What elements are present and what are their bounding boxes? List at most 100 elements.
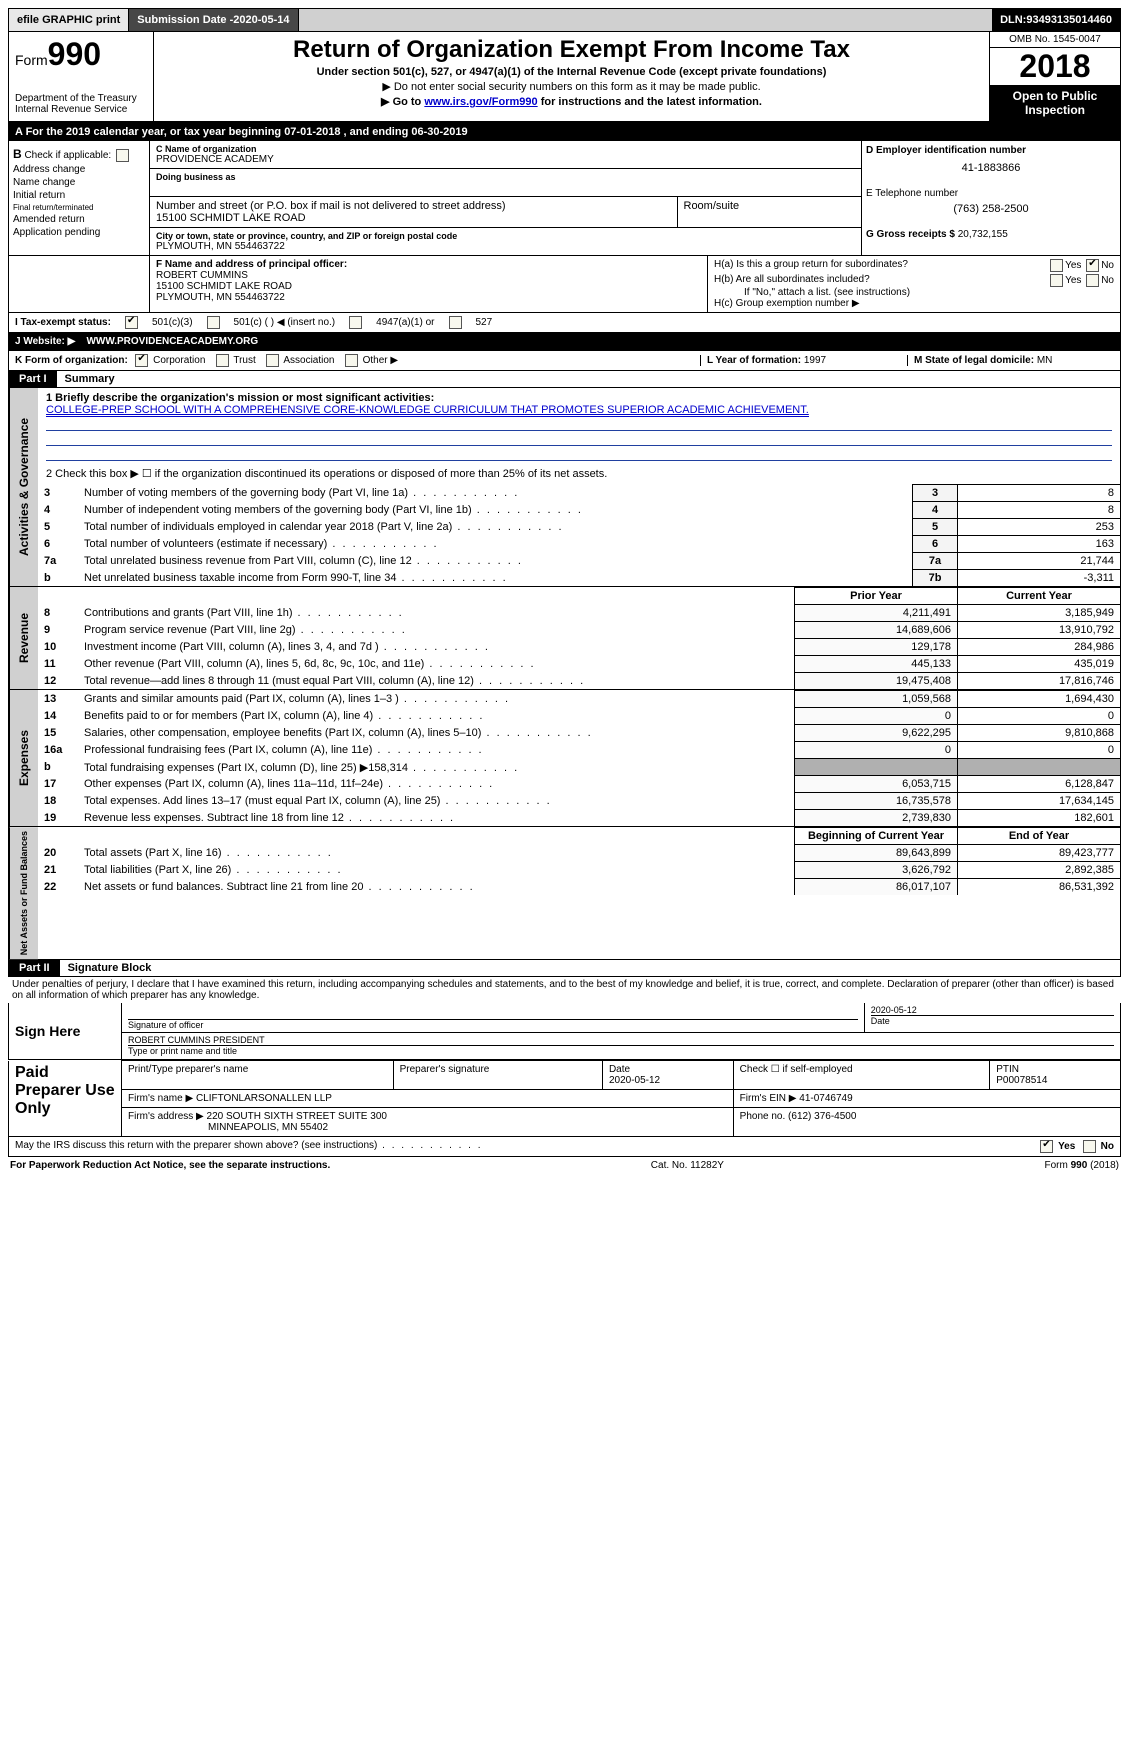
irs-label: Internal Revenue Service — [15, 104, 147, 115]
prep-date-cell: Date2020-05-12 — [602, 1061, 733, 1090]
sign-here-block: Sign Here Signature of officer 2020-05-1… — [8, 1003, 1121, 1060]
prior-year-header: Prior Year — [795, 588, 958, 605]
form-number: Form990 — [15, 36, 147, 73]
form-header: Form990 Department of the Treasury Inter… — [8, 32, 1121, 123]
dba-label: Doing business as — [156, 172, 855, 182]
expenses-side-label: Expenses — [9, 690, 38, 826]
4947-cb[interactable] — [349, 316, 362, 329]
mission-block: 1 Briefly describe the organization's mi… — [38, 388, 1120, 484]
dln-value: 93493135014460 — [1026, 14, 1112, 26]
revenue-side-label: Revenue — [9, 587, 38, 689]
group-return-block: H(a) Is this a group return for subordin… — [707, 256, 1120, 312]
firm-ein-cell: Firm's EIN ▶ 41-0746749 — [733, 1090, 1120, 1108]
firm-phone-cell: Phone no. (612) 376-4500 — [733, 1108, 1120, 1137]
form-title-block: Return of Organization Exempt From Incom… — [154, 32, 989, 121]
527-cb[interactable] — [449, 316, 462, 329]
table-row: bTotal fundraising expenses (Part IX, co… — [38, 759, 1120, 776]
m-label: M State of legal domicile: — [914, 355, 1037, 366]
trust-cb[interactable] — [216, 354, 229, 367]
form-prefix: Form — [15, 52, 48, 68]
prep-sig-header: Preparer's signature — [393, 1061, 602, 1090]
net-assets-section: Net Assets or Fund Balances Beginning of… — [8, 827, 1121, 960]
revenue-section: Revenue Prior Year Current Year 8Contrib… — [8, 587, 1121, 690]
phone-value: (763) 258-2500 — [866, 203, 1116, 215]
ha-no-cb[interactable] — [1086, 259, 1099, 272]
form-subtitle-2: ▶ Do not enter social security numbers o… — [162, 80, 981, 93]
cb-initial-return: Initial return — [13, 190, 145, 201]
501c3-label: 501(c)(3) — [152, 317, 193, 328]
ha-no: No — [1101, 260, 1114, 271]
org-name: PROVIDENCE ACADEMY — [156, 154, 855, 165]
city-value: PLYMOUTH, MN 554463722 — [156, 241, 855, 252]
table-row: 12Total revenue—add lines 8 through 11 (… — [38, 673, 1120, 690]
org-name-address: C Name of organization PROVIDENCE ACADEM… — [150, 141, 862, 255]
501c-cb[interactable] — [207, 316, 220, 329]
ein-value: 41-1883866 — [866, 162, 1116, 174]
table-row: 6Total number of volunteers (estimate if… — [38, 536, 1120, 553]
street-label: Number and street (or P.O. box if mail i… — [156, 200, 671, 212]
corp-label: Corporation — [153, 355, 205, 366]
discuss-yes-cb[interactable] — [1040, 1140, 1053, 1153]
officer-name: ROBERT CUMMINS — [156, 270, 701, 281]
table-row: 17Other expenses (Part IX, column (A), l… — [38, 776, 1120, 793]
table-row: 5Total number of individuals employed in… — [38, 519, 1120, 536]
part2-header-row: Part II Signature Block — [8, 960, 1121, 977]
city-label: City or town, state or province, country… — [156, 231, 855, 241]
table-row: 22Net assets or fund balances. Subtract … — [38, 879, 1120, 896]
hc-label: H(c) Group exemption number ▶ — [714, 298, 1114, 309]
l-label: L Year of formation: — [707, 355, 804, 366]
hb-yes-cb[interactable] — [1050, 274, 1063, 287]
table-row: 16aProfessional fundraising fees (Part I… — [38, 742, 1120, 759]
ha-yes: Yes — [1065, 260, 1081, 271]
governance-section: Activities & Governance 1 Briefly descri… — [8, 388, 1121, 587]
efile-graphic-print[interactable]: efile GRAPHIC print — [9, 9, 129, 31]
hb-no-cb[interactable] — [1086, 274, 1099, 287]
part1-title: Summary — [57, 371, 123, 387]
cb-amended: Amended return — [13, 214, 145, 225]
revenue-table: Prior Year Current Year 8Contributions a… — [38, 587, 1120, 689]
part1-header-row: Part I Summary — [8, 371, 1121, 388]
form-990-number: 990 — [48, 36, 101, 72]
perjury-statement: Under penalties of perjury, I declare th… — [8, 977, 1121, 1003]
4947-label: 4947(a)(1) or — [376, 317, 434, 328]
table-row: 8Contributions and grants (Part VIII, li… — [38, 605, 1120, 622]
discuss-no: No — [1101, 1141, 1114, 1152]
officer-addr2: PLYMOUTH, MN 554463722 — [156, 292, 701, 303]
discuss-no-cb[interactable] — [1083, 1140, 1096, 1153]
assoc-cb[interactable] — [266, 354, 279, 367]
other-cb[interactable] — [345, 354, 358, 367]
cb-final-return: Final return/terminated — [13, 203, 145, 212]
hb-note: If "No," attach a list. (see instruction… — [714, 287, 1114, 298]
discuss-row: May the IRS discuss this return with the… — [8, 1137, 1121, 1157]
ha-label: H(a) Is this a group return for subordin… — [714, 259, 908, 272]
submission-date-value: 2020-05-14 — [233, 14, 289, 26]
ha-yes-cb[interactable] — [1050, 259, 1063, 272]
table-row: 13Grants and similar amounts paid (Part … — [38, 691, 1120, 708]
irs-form990-link[interactable]: www.irs.gov/Form990 — [424, 96, 537, 108]
501c3-cb[interactable] — [125, 316, 138, 329]
mission-text: COLLEGE-PREP SCHOOL WITH A COMPREHENSIVE… — [46, 404, 809, 417]
table-row: bNet unrelated business taxable income f… — [38, 570, 1120, 587]
blank-line-3 — [46, 448, 1112, 461]
expenses-section: Expenses 13Grants and similar amounts pa… — [8, 690, 1121, 827]
line1-label: 1 Briefly describe the organization's mi… — [46, 392, 434, 404]
corp-cb[interactable] — [135, 354, 148, 367]
table-row: 20Total assets (Part X, line 16)89,643,8… — [38, 845, 1120, 862]
table-row: 7aTotal unrelated business revenue from … — [38, 553, 1120, 570]
footer-left: For Paperwork Reduction Act Notice, see … — [10, 1160, 330, 1171]
tax-year-band: A For the 2019 calendar year, or tax yea… — [8, 123, 1121, 141]
letter-b: B — [13, 147, 22, 161]
governance-table: 3Number of voting members of the governi… — [38, 484, 1120, 586]
checkbox-b[interactable] — [116, 149, 129, 162]
m-value: MN — [1037, 355, 1053, 366]
form-id-block: Form990 Department of the Treasury Inter… — [9, 32, 154, 121]
footer-mid: Cat. No. 11282Y — [651, 1160, 724, 1171]
table-row: 11Other revenue (Part VIII, column (A), … — [38, 656, 1120, 673]
net-assets-table: Beginning of Current Year End of Year 20… — [38, 827, 1120, 895]
hb-yes: Yes — [1065, 275, 1081, 286]
table-row: 4Number of independent voting members of… — [38, 502, 1120, 519]
blank-line-1 — [46, 418, 1112, 431]
expenses-table: 13Grants and similar amounts paid (Part … — [38, 690, 1120, 826]
527-label: 527 — [476, 317, 493, 328]
officer-addr1: 15100 SCHMIDT LAKE ROAD — [156, 281, 701, 292]
